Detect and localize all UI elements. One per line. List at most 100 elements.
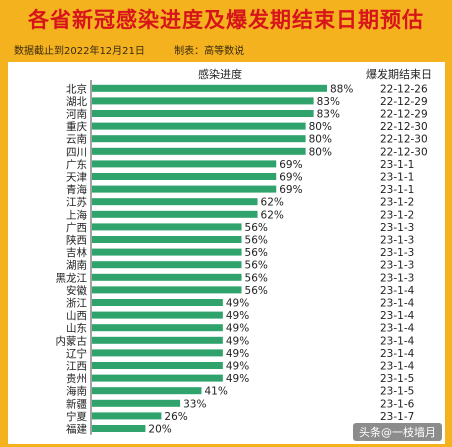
bar [92, 387, 202, 395]
bar [92, 160, 277, 168]
category-label: 河南 [66, 108, 87, 121]
category-label: 内蒙古 [56, 334, 88, 347]
value-label: 62% [261, 209, 284, 221]
value-label: 41% [204, 386, 227, 398]
value-label: 80% [309, 134, 332, 146]
bar [92, 399, 181, 407]
bar [92, 210, 258, 218]
value-label: 20% [148, 424, 171, 436]
end-date-label: 22-12-29 [380, 109, 428, 121]
bar [92, 198, 258, 206]
bar [92, 362, 223, 369]
source-note: 制表：高等数说 [174, 46, 245, 57]
end-date-label: 23-1-3 [380, 235, 414, 247]
value-label: 56% [245, 260, 268, 272]
bar [92, 110, 314, 117]
category-label: 湖南 [66, 259, 87, 272]
end-date-label: 22-12-26 [380, 83, 428, 95]
bar [92, 122, 306, 130]
category-label: 辽宁 [66, 347, 87, 360]
end-date-label: 23-1-4 [380, 285, 415, 297]
value-label: 49% [226, 298, 249, 310]
end-date-label: 23-1-1 [380, 184, 414, 196]
value-label: 88% [330, 83, 353, 95]
end-date-label: 23-1-6 [380, 398, 415, 410]
bar [92, 261, 242, 269]
category-label: 吉林 [66, 246, 87, 259]
end-date-label: 23-1-4 [380, 310, 415, 322]
bar [92, 425, 146, 432]
bar [92, 84, 327, 92]
page-title: 各省新冠感染进度及爆发期结束日期预估 [28, 8, 424, 32]
bar [92, 135, 306, 143]
category-label: 云南 [66, 133, 87, 146]
value-label: 49% [226, 323, 249, 335]
value-label: 80% [309, 146, 332, 158]
end-date-label: 23-1-2 [380, 209, 414, 221]
subtitle: 数据截止到2022年12月21日 制表：高等数说 [14, 42, 244, 57]
value-label: 69% [279, 184, 302, 196]
end-date-label: 23-1-4 [380, 298, 415, 310]
end-date-label: 23-1-1 [380, 172, 414, 184]
value-label: 49% [226, 310, 249, 322]
value-label: 83% [317, 109, 340, 121]
end-date-label: 23-1-4 [380, 335, 415, 347]
value-label: 56% [245, 222, 268, 234]
category-label: 重庆 [66, 120, 87, 133]
value-label: 49% [226, 373, 249, 385]
end-date-label: 22-12-30 [380, 134, 428, 146]
bar [92, 299, 223, 306]
date-note: 数据截止到2022年12月21日 [14, 46, 145, 57]
end-date-label: 23-1-2 [380, 197, 414, 209]
value-label: 33% [183, 398, 206, 410]
category-label: 浙江 [66, 298, 87, 310]
bar [92, 223, 242, 231]
category-label: 福建 [66, 423, 87, 436]
category-label: 黑龙江 [56, 271, 88, 284]
value-label: 56% [245, 285, 268, 297]
bar [92, 286, 242, 294]
value-label: 49% [226, 348, 249, 360]
category-label: 新疆 [66, 397, 87, 410]
category-label: 江苏 [66, 196, 87, 209]
value-label: 56% [245, 272, 268, 284]
value-label: 49% [226, 361, 249, 373]
value-label: 80% [309, 121, 332, 133]
category-label: 湖北 [66, 96, 87, 108]
end-date-label: 23-1-3 [380, 247, 414, 259]
bar [92, 147, 306, 155]
category-label: 海南 [66, 385, 87, 398]
end-date-column-header: 爆发期结束日 [366, 68, 432, 81]
end-date-label: 23-1-4 [380, 348, 415, 360]
chart-panel: 感染进度 爆发期结束日 北京 88% 22-12-26 湖北 83% 22-12-29 河南… [8, 62, 445, 444]
value-label: 83% [317, 96, 340, 108]
value-label: 69% [279, 172, 302, 184]
bar-chart: 北京 88% 22-12-26 湖北 83% 22-12-29 河南 83% 22-12-29 重… [56, 80, 428, 436]
category-label: 安徽 [66, 284, 87, 297]
bar [92, 374, 223, 382]
category-label: 贵州 [66, 372, 87, 385]
watermark: 头条@一枝墙月 [353, 423, 442, 441]
end-date-label: 23-1-3 [380, 222, 414, 234]
category-label: 青海 [66, 183, 87, 196]
end-date-label: 22-12-30 [380, 121, 428, 133]
category-label: 北京 [66, 82, 87, 95]
category-label: 广东 [66, 158, 87, 171]
bar [92, 248, 242, 256]
category-label: 宁夏 [66, 410, 87, 423]
value-label: 26% [164, 411, 187, 423]
bar [92, 412, 162, 420]
bar [92, 336, 223, 344]
category-label: 四川 [66, 146, 87, 158]
category-label: 上海 [66, 208, 87, 221]
bar [92, 236, 242, 243]
value-label: 69% [279, 159, 302, 171]
progress-column-header: 感染进度 [198, 68, 242, 81]
category-label: 江西 [66, 361, 87, 373]
bar [92, 311, 223, 319]
category-label: 广西 [66, 222, 87, 234]
bar [92, 185, 277, 193]
end-date-label: 23-1-5 [380, 373, 414, 385]
end-date-label: 23-1-3 [380, 272, 414, 284]
category-label: 山西 [66, 310, 87, 322]
